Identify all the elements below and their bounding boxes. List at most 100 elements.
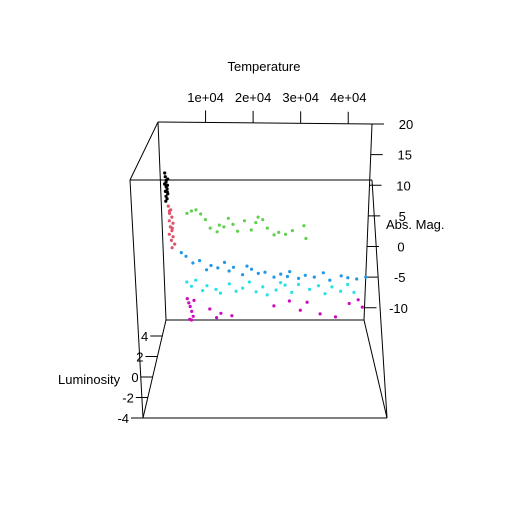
data-point <box>170 229 174 233</box>
data-point <box>170 246 174 250</box>
data-point <box>364 275 368 279</box>
data-point <box>163 175 167 179</box>
data-point <box>256 271 260 275</box>
data-point <box>346 282 350 287</box>
data-point <box>333 315 338 319</box>
data-point <box>191 261 195 265</box>
data-point <box>187 301 191 305</box>
data-point <box>321 271 325 275</box>
data-point <box>167 211 172 215</box>
data-point <box>296 282 301 287</box>
data-point <box>169 238 173 242</box>
data-point <box>201 289 205 293</box>
temperature-tick-label: 3e+04 <box>282 90 319 105</box>
data-point <box>165 187 169 191</box>
data-point <box>165 190 169 194</box>
luminosity-tick-label: -4 <box>117 411 129 426</box>
data-point <box>231 265 236 269</box>
data-point <box>218 291 223 295</box>
data-point <box>339 274 343 278</box>
data-point <box>173 242 177 246</box>
data-point <box>274 288 278 292</box>
data-point <box>254 290 258 294</box>
data-point <box>242 219 246 223</box>
data-point <box>191 314 195 318</box>
data-point <box>164 180 168 184</box>
luminosity-tick-label: 2 <box>136 350 143 365</box>
data-point <box>165 183 170 187</box>
data-point <box>166 177 170 181</box>
data-point <box>198 259 202 263</box>
data-point <box>215 316 219 320</box>
data-point <box>316 284 321 288</box>
data-point <box>272 275 276 279</box>
data-point <box>184 254 188 258</box>
data-point <box>215 230 219 234</box>
data-point <box>189 284 193 288</box>
data-point <box>261 285 265 289</box>
data-point <box>234 289 238 293</box>
abs-mag-tick-label: -5 <box>394 270 406 285</box>
data-point <box>263 270 267 274</box>
data-point <box>222 225 226 229</box>
data-point <box>194 278 198 282</box>
data-point <box>328 278 332 282</box>
data-point <box>265 226 269 230</box>
data-point <box>304 236 308 241</box>
data-point <box>226 216 230 220</box>
data-point <box>360 305 364 309</box>
temperature-tick-label: 4e+04 <box>330 90 367 105</box>
data-point <box>208 307 212 311</box>
data-point <box>227 282 231 286</box>
data-point <box>249 267 254 271</box>
data-point <box>352 290 356 294</box>
data-point <box>185 211 189 215</box>
abs-mag-tick-label: -10 <box>389 301 408 316</box>
data-point <box>209 263 213 268</box>
data-point <box>214 287 218 291</box>
data-point <box>167 219 171 223</box>
data-point <box>302 224 306 228</box>
luminosity-tick-label: 4 <box>141 329 148 344</box>
data-point <box>188 304 192 309</box>
temperature-axis: Temperature 1e+04 2e+04 3e+04 4e+04 <box>187 59 366 124</box>
temperature-axis-label: Temperature <box>228 59 301 74</box>
box-front-face <box>129 179 388 419</box>
data-point <box>166 204 170 208</box>
data-point <box>318 312 322 316</box>
luminosity-tick-label: -2 <box>122 391 134 406</box>
data-point <box>222 260 227 264</box>
data-point <box>288 270 292 274</box>
data-point <box>163 171 167 175</box>
data-point <box>256 215 260 219</box>
box-depth-edges <box>129 121 388 419</box>
temperature-tick-label: 2e+04 <box>235 90 272 105</box>
data-point <box>189 318 194 322</box>
data-point <box>272 233 276 237</box>
data-point <box>272 304 276 308</box>
data-point <box>287 299 291 303</box>
data-point <box>171 235 175 239</box>
data-point <box>230 314 234 318</box>
data-point <box>167 232 171 236</box>
data-point <box>170 226 174 230</box>
data-point <box>330 285 334 289</box>
data-point <box>217 223 221 227</box>
data-point <box>283 232 288 236</box>
data-point <box>356 298 360 302</box>
data-point <box>339 289 343 293</box>
data-point <box>323 292 327 296</box>
box-back-face <box>157 121 373 321</box>
data-point <box>298 308 302 312</box>
data-point <box>279 281 283 285</box>
data-point <box>249 228 253 232</box>
data-point <box>192 298 196 302</box>
data-point <box>305 300 309 304</box>
abs-mag-tick-label: 15 <box>398 148 412 163</box>
data-point <box>297 276 301 280</box>
data-point <box>203 218 207 222</box>
data-point <box>303 273 307 277</box>
luminosity-tick-label: 0 <box>131 370 138 385</box>
data-point <box>189 209 193 213</box>
data-point <box>179 251 183 255</box>
